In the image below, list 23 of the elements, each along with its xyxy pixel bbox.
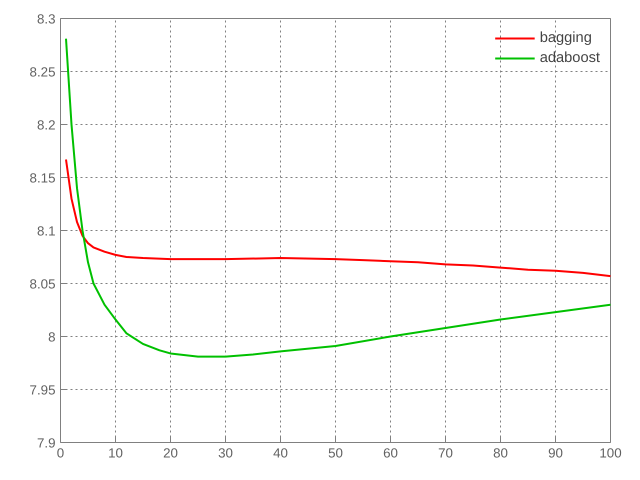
y-tick-label: 8.3 bbox=[36, 12, 56, 26]
x-tick-label: 0 bbox=[56, 446, 64, 460]
x-tick-label: 80 bbox=[493, 446, 508, 460]
x-tick-label: 70 bbox=[438, 446, 453, 460]
y-tick-label: 7.95 bbox=[30, 382, 56, 398]
x-tick-label: 20 bbox=[163, 446, 178, 460]
x-tick-label: 30 bbox=[218, 446, 233, 460]
y-tick-label: 7.9 bbox=[36, 436, 56, 450]
x-tick-label: 10 bbox=[108, 446, 123, 460]
x-tick-label: 90 bbox=[548, 446, 563, 460]
legend-label: bagging bbox=[540, 30, 592, 46]
x-tick-label: 100 bbox=[599, 446, 622, 460]
y-tick-label: 8 bbox=[48, 330, 56, 344]
line-series bbox=[65, 158, 610, 278]
y-tick-label: 8.2 bbox=[36, 118, 56, 132]
y-tick-label: 8.15 bbox=[30, 170, 56, 186]
y-tick-label: 8.25 bbox=[30, 64, 56, 80]
x-tick-label: 60 bbox=[383, 446, 398, 460]
y-tick-label: 8.1 bbox=[36, 224, 56, 238]
x-tick-label: 40 bbox=[273, 446, 288, 460]
legend-label: adaboost bbox=[540, 50, 600, 66]
x-tick-label: 50 bbox=[328, 446, 343, 460]
y-tick-label: 8.05 bbox=[30, 276, 56, 292]
